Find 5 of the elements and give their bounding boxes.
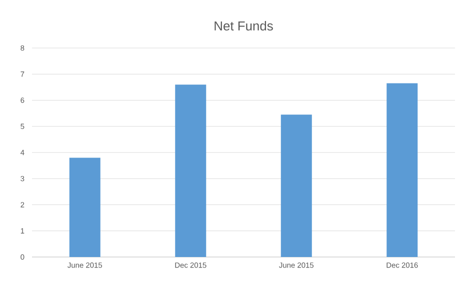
bar xyxy=(69,158,100,257)
bar xyxy=(280,114,312,257)
chart-title: Net Funds xyxy=(214,20,273,31)
bar xyxy=(175,84,206,257)
bar xyxy=(386,83,418,257)
